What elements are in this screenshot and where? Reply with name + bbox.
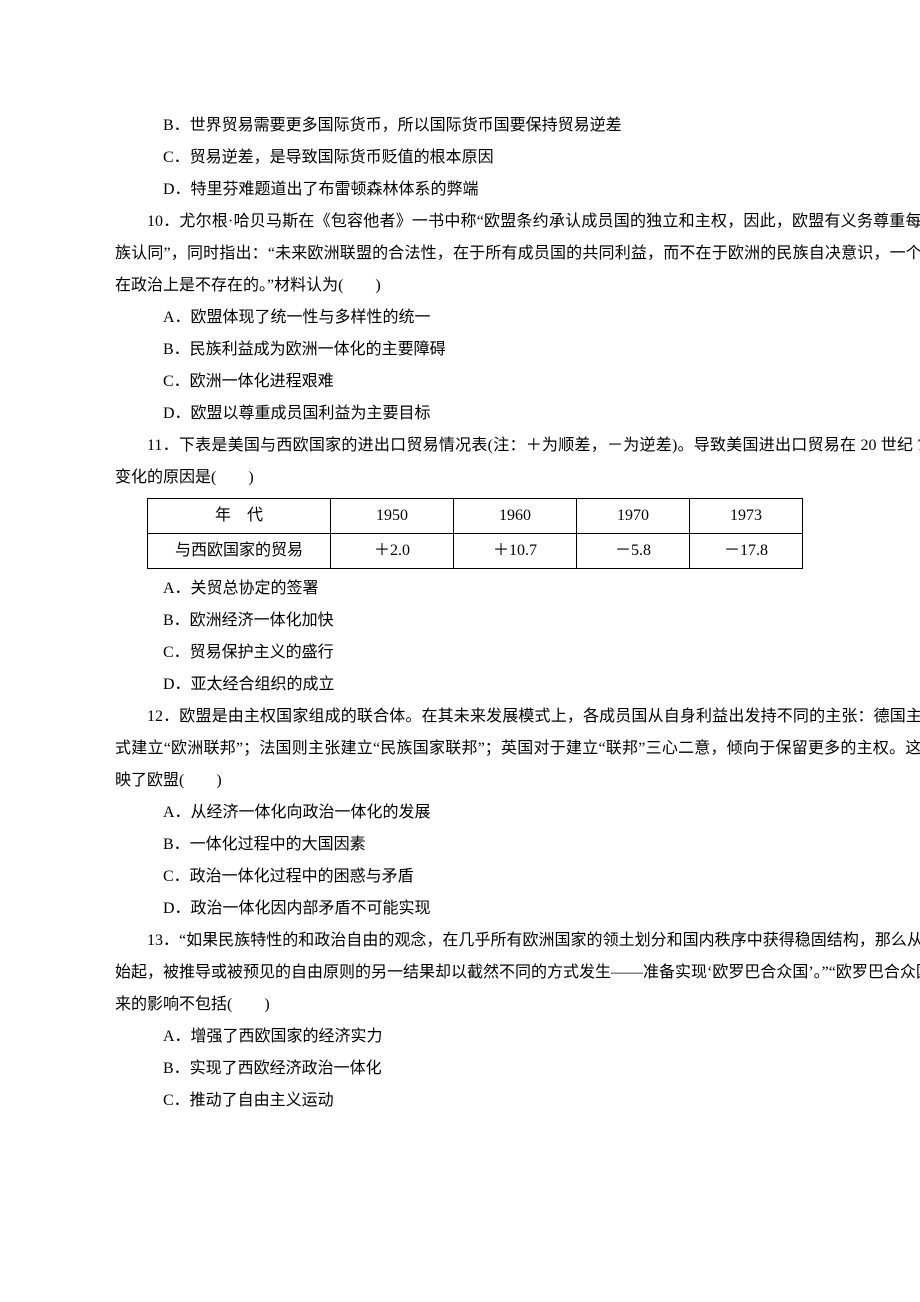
q12-stem: 12．欧盟是由主权国家组成的联合体。在其未来发展模式上，各成员国从自身利益出发持… bbox=[115, 701, 920, 797]
q10-option-c: C．欧洲一体化进程艰难 bbox=[115, 366, 920, 398]
table-value-0: ＋2.0 bbox=[331, 534, 454, 569]
q11-stem: 11．下表是美国与西欧国家的进出口贸易情况表(注：＋为顺差，－为逆差)。导致美国… bbox=[115, 430, 920, 494]
q13-stem: 13．“如果民族特性的和政治自由的观念，在几乎所有欧洲国家的领土划分和国内秩序中… bbox=[115, 925, 920, 1021]
table-value-2: －5.8 bbox=[577, 534, 690, 569]
q12-option-c: C．政治一体化过程中的困惑与矛盾 bbox=[115, 861, 920, 893]
q10-option-a: A．欧盟体现了统一性与多样性的统一 bbox=[115, 302, 920, 334]
q13-option-b: B．实现了西欧经济政治一体化 bbox=[115, 1053, 920, 1085]
q11-option-c: C．贸易保护主义的盛行 bbox=[115, 637, 920, 669]
q11-option-d: D．亚太经合组织的成立 bbox=[115, 669, 920, 701]
q9-option-c: C．贸易逆差，是导致国际货币贬值的根本原因 bbox=[115, 142, 920, 174]
q11-option-a: A．关贸总协定的签署 bbox=[115, 573, 920, 605]
table-year-0: 1950 bbox=[331, 499, 454, 534]
table-year-1: 1960 bbox=[454, 499, 577, 534]
q11-table: 年 代 1950 1960 1970 1973 与西欧国家的贸易 ＋2.0 ＋1… bbox=[147, 498, 803, 569]
q10-stem: 10．尤尔根·哈贝马斯在《包容他者》一书中称“欧盟条约承认成员国的独立和主权，因… bbox=[115, 206, 920, 302]
table-year-2: 1970 bbox=[577, 499, 690, 534]
table-value-3: －17.8 bbox=[690, 534, 803, 569]
q13-option-a: A．增强了西欧国家的经济实力 bbox=[115, 1021, 920, 1053]
table-year-3: 1973 bbox=[690, 499, 803, 534]
table-row-label: 与西欧国家的贸易 bbox=[148, 534, 331, 569]
table-header-label: 年 代 bbox=[148, 499, 331, 534]
q12-option-d: D．政治一体化因内部矛盾不可能实现 bbox=[115, 893, 920, 925]
table-row-header: 年 代 1950 1960 1970 1973 bbox=[148, 499, 803, 534]
q11-option-b: B．欧洲经济一体化加快 bbox=[115, 605, 920, 637]
q12-option-b: B．一体化过程中的大国因素 bbox=[115, 829, 920, 861]
q10-option-b: B．民族利益成为欧洲一体化的主要障碍 bbox=[115, 334, 920, 366]
table-row-data: 与西欧国家的贸易 ＋2.0 ＋10.7 －5.8 －17.8 bbox=[148, 534, 803, 569]
q12-option-a: A．从经济一体化向政治一体化的发展 bbox=[115, 797, 920, 829]
q13-option-c: C．推动了自由主义运动 bbox=[115, 1085, 920, 1117]
table-value-1: ＋10.7 bbox=[454, 534, 577, 569]
q9-option-b: B．世界贸易需要更多国际货币，所以国际货币国要保持贸易逆差 bbox=[115, 110, 920, 142]
q10-option-d: D．欧盟以尊重成员国利益为主要目标 bbox=[115, 398, 920, 430]
q9-option-d: D．特里芬难题道出了布雷顿森林体系的弊端 bbox=[115, 174, 920, 206]
